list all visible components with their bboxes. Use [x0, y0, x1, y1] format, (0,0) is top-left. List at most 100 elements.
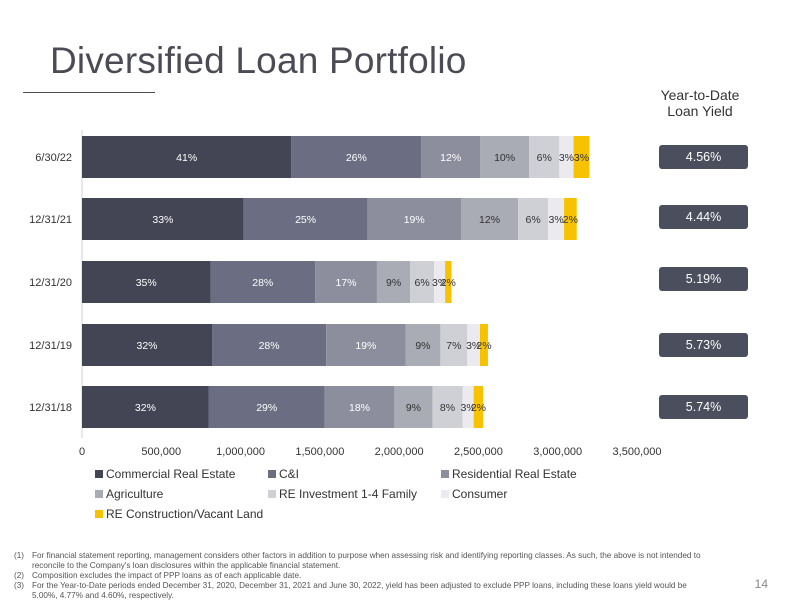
footnote: (1) For financial statement reporting, m…	[14, 551, 704, 571]
legend-label: RE Investment 1-4 Family	[279, 487, 418, 501]
legend-swatch	[441, 470, 449, 478]
data-label: 6%	[415, 277, 430, 289]
data-label: 6%	[537, 152, 552, 164]
bar-segment-residential-real-estate	[326, 324, 406, 366]
yield-heading-line2: Loan Yield	[667, 103, 733, 119]
footnotes: (1) For financial statement reporting, m…	[14, 551, 704, 601]
data-label: 33%	[152, 214, 173, 226]
bar-segment-agriculture	[480, 136, 530, 178]
bar-segment-residential-real-estate	[367, 198, 461, 240]
data-label: 7%	[446, 340, 461, 352]
data-label: 3%	[461, 402, 476, 414]
data-label: 17%	[336, 277, 357, 289]
legend-item-commercial-real-estate: Commercial Real Estate	[95, 467, 235, 481]
legend-swatch	[268, 470, 276, 478]
data-label: 3%	[549, 214, 564, 226]
bar-segment-residential-real-estate	[324, 386, 395, 428]
legend-label: Agriculture	[106, 487, 164, 501]
page-number: 14	[754, 577, 768, 591]
data-label: 12%	[440, 152, 461, 164]
category-label: 12/31/18	[29, 402, 72, 414]
yield-box-12-31-18: 5.74%	[659, 395, 748, 419]
bar-segment-agriculture	[394, 386, 433, 428]
legend-item-re-investment: RE Investment 1-4 Family	[268, 487, 417, 501]
x-tick-label: 0	[79, 446, 85, 458]
legend-item-agriculture: Agriculture	[95, 487, 163, 501]
bar-segment-commercial-real-estate	[82, 386, 209, 428]
data-label: 6%	[526, 214, 541, 226]
yield-box-12-31-20: 5.19%	[659, 267, 748, 291]
footnote-text: For the Year-to-Date periods ended Decem…	[32, 581, 687, 600]
x-tick-label: 3,000,000	[533, 446, 582, 458]
data-label: 18%	[349, 402, 370, 414]
bar-segment-consumer	[462, 386, 474, 428]
bar-segment-re-investment-1-4-family	[529, 136, 560, 178]
x-tick-label: 2,500,000	[454, 446, 503, 458]
bar-segment-consumer	[559, 136, 574, 178]
footnote-text: Composition excludes the impact of PPP l…	[32, 571, 302, 580]
data-label: 19%	[404, 214, 425, 226]
bar-segment-c-i	[210, 261, 316, 303]
x-tick-label: 2,000,000	[375, 446, 424, 458]
footnote-number: (2)	[14, 571, 25, 580]
bar-segment-agriculture	[460, 198, 519, 240]
bar-segment-residential-real-estate	[421, 136, 481, 178]
bar-segment-commercial-real-estate	[82, 261, 211, 303]
bar-segment-consumer	[434, 261, 446, 303]
page-title: Diversified Loan Portfolio	[50, 40, 467, 81]
category-label: 12/31/19	[29, 340, 72, 352]
x-tick-label: 3,500,000	[613, 446, 662, 458]
legend-swatch	[95, 490, 103, 498]
bar-segment-c-i	[212, 324, 327, 366]
bar-segment-consumer	[548, 198, 565, 240]
legend-swatch	[268, 490, 276, 498]
data-label: 28%	[252, 277, 273, 289]
data-label: 2%	[471, 402, 486, 414]
legend-swatch	[441, 490, 449, 498]
legend-label: C&I	[279, 467, 300, 481]
bar-segment-agriculture	[376, 261, 411, 303]
yield-heading-line1: Year-to-Date	[660, 87, 740, 103]
stacked-bar-chart: 0 500,000 1,000,000 1,500,000 2,000,000 2,500…	[29, 130, 662, 458]
bar-segment-re-investment-1-4-family	[440, 324, 468, 366]
data-label: 28%	[259, 340, 280, 352]
bar-segment-residential-real-estate	[315, 261, 377, 303]
bar-segment-re-investment-1-4-family	[432, 386, 463, 428]
category-label: 12/31/20	[29, 277, 72, 289]
bar-segment-re-construction-vacant-land	[573, 136, 590, 178]
legend-label: Residential Real Estate	[452, 467, 577, 481]
data-label: 32%	[137, 340, 158, 352]
data-label: 2%	[476, 340, 491, 352]
data-label: 3%	[432, 277, 447, 289]
data-label: 9%	[386, 277, 401, 289]
data-label: 32%	[135, 402, 156, 414]
category-label: 12/31/21	[29, 214, 72, 226]
bar-segment-consumer	[467, 324, 481, 366]
data-label: 8%	[440, 402, 455, 414]
data-label: 2%	[563, 214, 578, 226]
legend-swatch	[95, 510, 103, 518]
legend-item-consumer: Consumer	[441, 487, 507, 501]
bar-segment-commercial-real-estate	[82, 324, 213, 366]
data-label: 19%	[355, 340, 376, 352]
bar-segment-commercial-real-estate	[82, 198, 244, 240]
bar-segment-re-construction-vacant-land	[473, 386, 484, 428]
bar-segment-re-investment-1-4-family	[518, 198, 549, 240]
footnote: (2) Composition excludes the impact of P…	[14, 571, 704, 581]
legend-label: RE Construction/Vacant Land	[106, 507, 264, 521]
title-underline	[23, 92, 155, 93]
data-label: 29%	[256, 402, 277, 414]
footnote-number: (1)	[14, 551, 25, 560]
legend-item-residential-real-estate: Residential Real Estate	[441, 467, 577, 481]
data-label: 26%	[346, 152, 367, 164]
data-label: 9%	[415, 340, 430, 352]
x-tick-label: 500,000	[141, 446, 181, 458]
data-label: 9%	[406, 402, 421, 414]
bar-segment-re-construction-vacant-land	[564, 198, 577, 240]
bar-segment-re-investment-1-4-family	[410, 261, 435, 303]
bar-segment-c-i	[291, 136, 422, 178]
yield-heading: Year-to-Date Loan Yield	[650, 87, 750, 119]
data-label: 35%	[136, 277, 157, 289]
data-label: 25%	[295, 214, 316, 226]
footnote-text: For financial statement reporting, manag…	[32, 551, 701, 570]
